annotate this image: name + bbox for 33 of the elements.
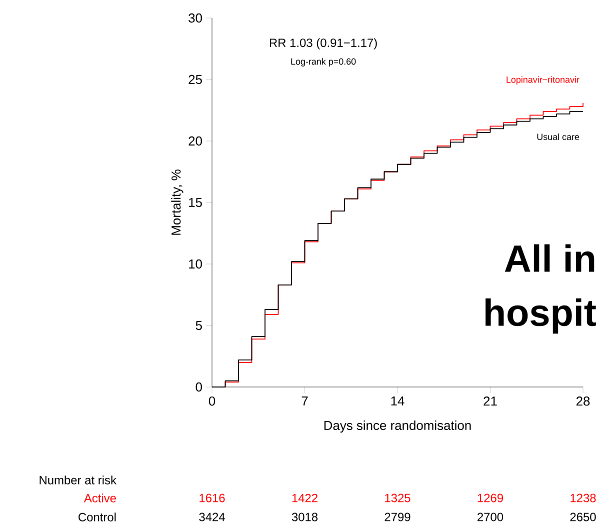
y-tick-label: 10 <box>189 259 202 269</box>
text: 3424 <box>199 512 225 522</box>
text: 1422 <box>292 494 318 502</box>
series-label: Usual care <box>537 133 580 140</box>
annotation: Log-rank p=0.60 <box>291 58 356 66</box>
x-tick-label: 28 <box>576 396 590 406</box>
text: 2799 <box>384 512 410 522</box>
y-tick-label: 20 <box>188 136 202 146</box>
text: 1269 <box>478 494 503 502</box>
x-tick-label: 0 <box>208 396 216 406</box>
x-axis-title: Days since randomisation <box>324 420 471 433</box>
x-tick-label: 7 <box>302 396 308 406</box>
text: Number at risk <box>40 476 116 484</box>
y-tick-label: 15 <box>189 198 202 208</box>
y-tick-label: 5 <box>196 320 202 330</box>
y-tick-label: 25 <box>188 74 202 84</box>
text: 3018 <box>292 512 318 522</box>
text: 2650 <box>570 512 596 522</box>
y-tick-label: 30 <box>188 13 202 23</box>
x-tick-label: 21 <box>484 396 497 406</box>
text: Lopinavir−ritonavir <box>506 76 580 85</box>
text: 1325 <box>385 494 410 502</box>
annotation: RR 1.03 (0.91−1.17) <box>270 38 377 50</box>
text: Active <box>84 494 116 502</box>
y-tick-label: 0 <box>196 382 202 392</box>
annotation: All in <box>504 244 594 272</box>
y-axis-title: Mortality, % <box>171 170 184 235</box>
x-tick-label: 14 <box>391 396 404 406</box>
text: 2700 <box>478 512 504 522</box>
text: 1616 <box>200 494 225 502</box>
text: Control <box>78 512 116 522</box>
text: 1238 <box>570 494 596 502</box>
annotation: hospit <box>486 298 596 334</box>
